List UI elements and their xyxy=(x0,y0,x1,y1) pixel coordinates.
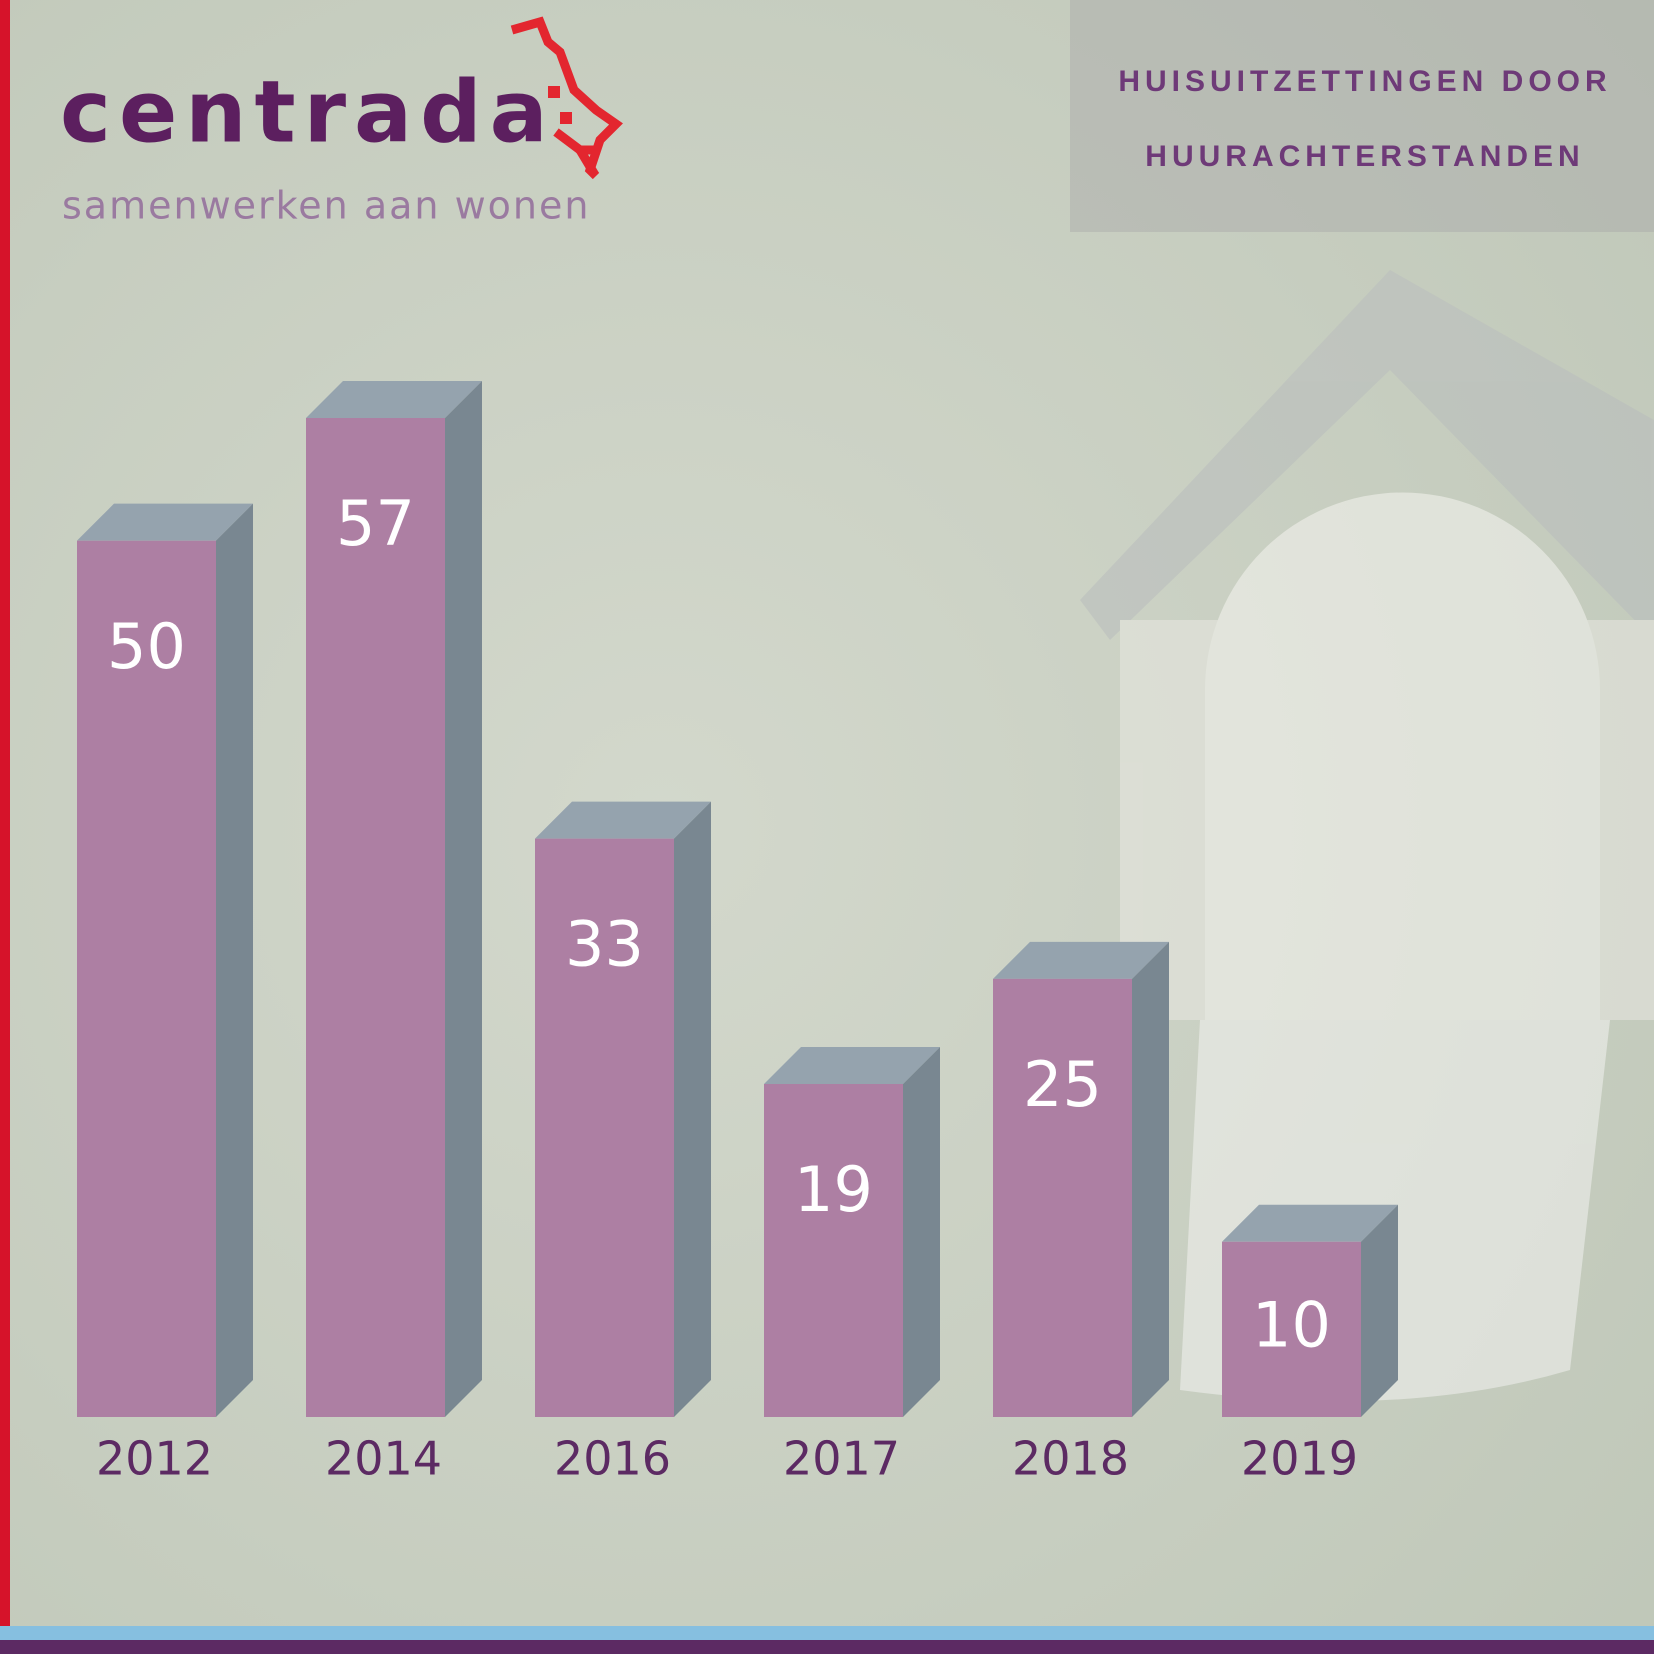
logo-tagline: samenwerken aan wonen xyxy=(62,184,590,228)
logo-eye xyxy=(560,112,572,124)
value-label: 25 xyxy=(1023,1048,1102,1121)
logo-name: centrada xyxy=(60,62,556,162)
bar xyxy=(1222,1241,1361,1417)
bottom-stripe xyxy=(0,1640,1654,1654)
logo-mark xyxy=(510,16,623,180)
bar-top xyxy=(77,503,253,541)
bar xyxy=(535,838,674,1417)
logo-eye xyxy=(548,86,560,98)
bar-side xyxy=(445,381,482,1417)
bar-top xyxy=(764,1047,940,1084)
value-label: 57 xyxy=(336,487,415,560)
bar xyxy=(993,978,1132,1417)
chart-title: HUISUITZETTINGEN DOOR HUURACHTERSTANDEN xyxy=(1118,65,1612,173)
title-box xyxy=(1070,0,1654,232)
bar-top xyxy=(306,381,482,418)
bottom-stripe xyxy=(0,1626,1654,1640)
x-tick-label: 2017 xyxy=(783,1432,900,1486)
left-stripe xyxy=(0,0,10,1654)
bar-top xyxy=(535,801,711,839)
bar-side xyxy=(216,503,253,1417)
value-label: 50 xyxy=(107,610,186,683)
bar-side xyxy=(903,1047,940,1417)
bar xyxy=(77,540,216,1417)
title-container: HUISUITZETTINGEN DOOR HUURACHTERSTANDEN xyxy=(1118,65,1612,173)
bar-top xyxy=(993,941,1169,979)
value-label: 10 xyxy=(1252,1288,1331,1361)
bar-top xyxy=(1222,1204,1398,1242)
bar-side xyxy=(674,801,711,1417)
value-label: 33 xyxy=(565,908,644,981)
value-label: 19 xyxy=(794,1153,873,1226)
x-tick-label: 2012 xyxy=(96,1432,213,1486)
bar-side xyxy=(1132,941,1169,1417)
bar xyxy=(306,418,445,1417)
bar xyxy=(764,1084,903,1417)
x-tick-label: 2016 xyxy=(554,1432,671,1486)
bar-side xyxy=(1361,1204,1398,1417)
x-tick-label: 2019 xyxy=(1241,1432,1358,1486)
background-house xyxy=(1080,270,1654,1402)
x-tick-label: 2018 xyxy=(1012,1432,1129,1486)
x-tick-label: 2014 xyxy=(325,1432,442,1486)
